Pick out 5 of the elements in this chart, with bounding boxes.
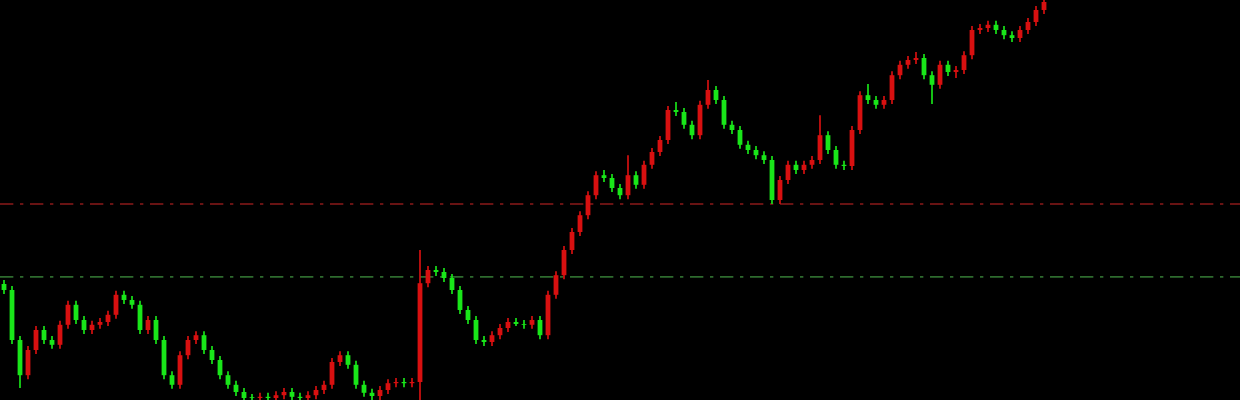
candlestick xyxy=(273,390,279,400)
candlestick xyxy=(305,390,311,400)
candlestick xyxy=(601,169,607,183)
candlestick xyxy=(521,319,527,330)
candlestick xyxy=(249,393,255,400)
